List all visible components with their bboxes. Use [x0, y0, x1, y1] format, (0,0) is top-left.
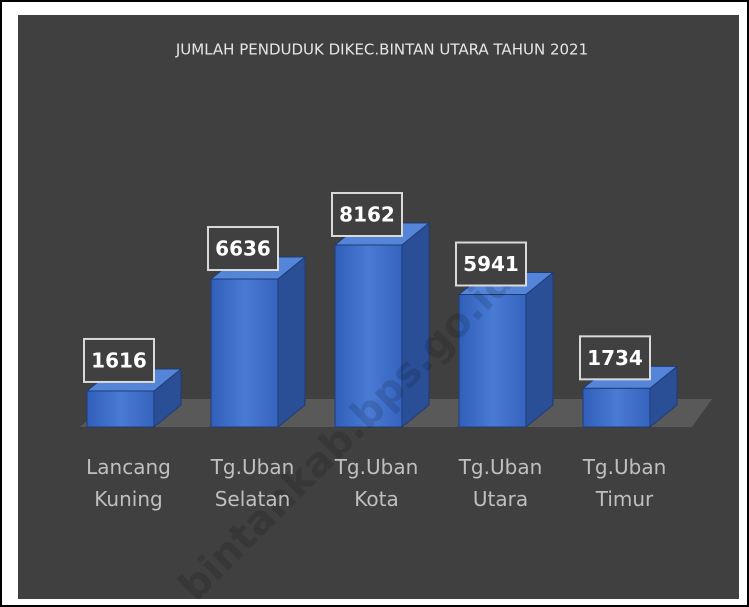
- bar-front: [86, 390, 155, 428]
- data-label: 8162: [339, 202, 395, 226]
- data-label-box: [83, 337, 155, 383]
- bar-front: [210, 278, 279, 428]
- bar-front: [582, 387, 651, 428]
- data-label: 1734: [587, 346, 643, 370]
- data-label: 6636: [215, 237, 271, 261]
- bar-front: [334, 244, 403, 428]
- bar-side: [277, 255, 306, 429]
- x-tick-label: Tg.Uban Selatan: [210, 455, 295, 511]
- x-tick-label: Lancang Kuning: [86, 455, 171, 511]
- data-label: 5941: [463, 252, 519, 276]
- x-tick-label: Tg.Uban Timur: [582, 455, 667, 511]
- chart: JUMLAH PENDUDUK DIKEC.BINTAN UTARA TAHUN…: [80, 41, 712, 599]
- data-label-box: [207, 226, 279, 272]
- x-tick-label: Tg.Uban Kota: [334, 455, 419, 511]
- chart-title: JUMLAH PENDUDUK DIKEC.BINTAN UTARA TAHUN…: [175, 41, 588, 59]
- bar-side: [525, 271, 554, 429]
- data-label-box: [455, 241, 527, 287]
- bar: [209, 255, 307, 429]
- x-tick-label: Tg.Uban Utara: [458, 455, 543, 511]
- bar-front: [458, 294, 527, 428]
- data-label-box: [331, 191, 403, 237]
- bar: [333, 221, 431, 429]
- chart-area: JUMLAH PENDUDUK DIKEC.BINTAN UTARA TAHUN…: [18, 15, 739, 599]
- data-label: 1616: [91, 348, 147, 372]
- bar: [457, 271, 555, 429]
- data-label-box: [579, 335, 651, 381]
